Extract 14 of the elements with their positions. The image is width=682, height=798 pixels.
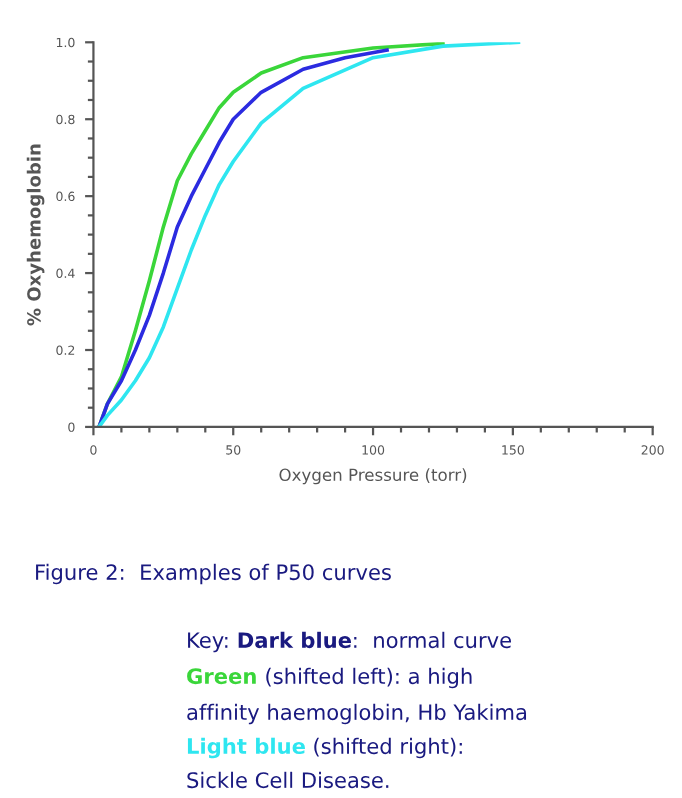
y-axis-title: % Oxyhemoglobin xyxy=(26,144,45,326)
text: Sickle Cell Disease. xyxy=(187,771,389,789)
text: (shifted right): xyxy=(314,737,462,759)
text: Green xyxy=(187,668,256,685)
text: : normal curve xyxy=(354,631,511,649)
text: Key: xyxy=(188,632,228,653)
line-series xyxy=(97,48,389,427)
text: affinity haemoglobin, Hb Yakima xyxy=(187,703,527,725)
text: Light blue xyxy=(187,737,305,759)
text: (shifted left): a high xyxy=(266,667,472,689)
caption: Figure 2: Examples of P50 curves xyxy=(36,563,391,585)
text: Dark blue xyxy=(238,631,351,649)
x-axis-title: Oxygen Pressure (torr) xyxy=(279,468,467,485)
line-series xyxy=(97,42,521,427)
